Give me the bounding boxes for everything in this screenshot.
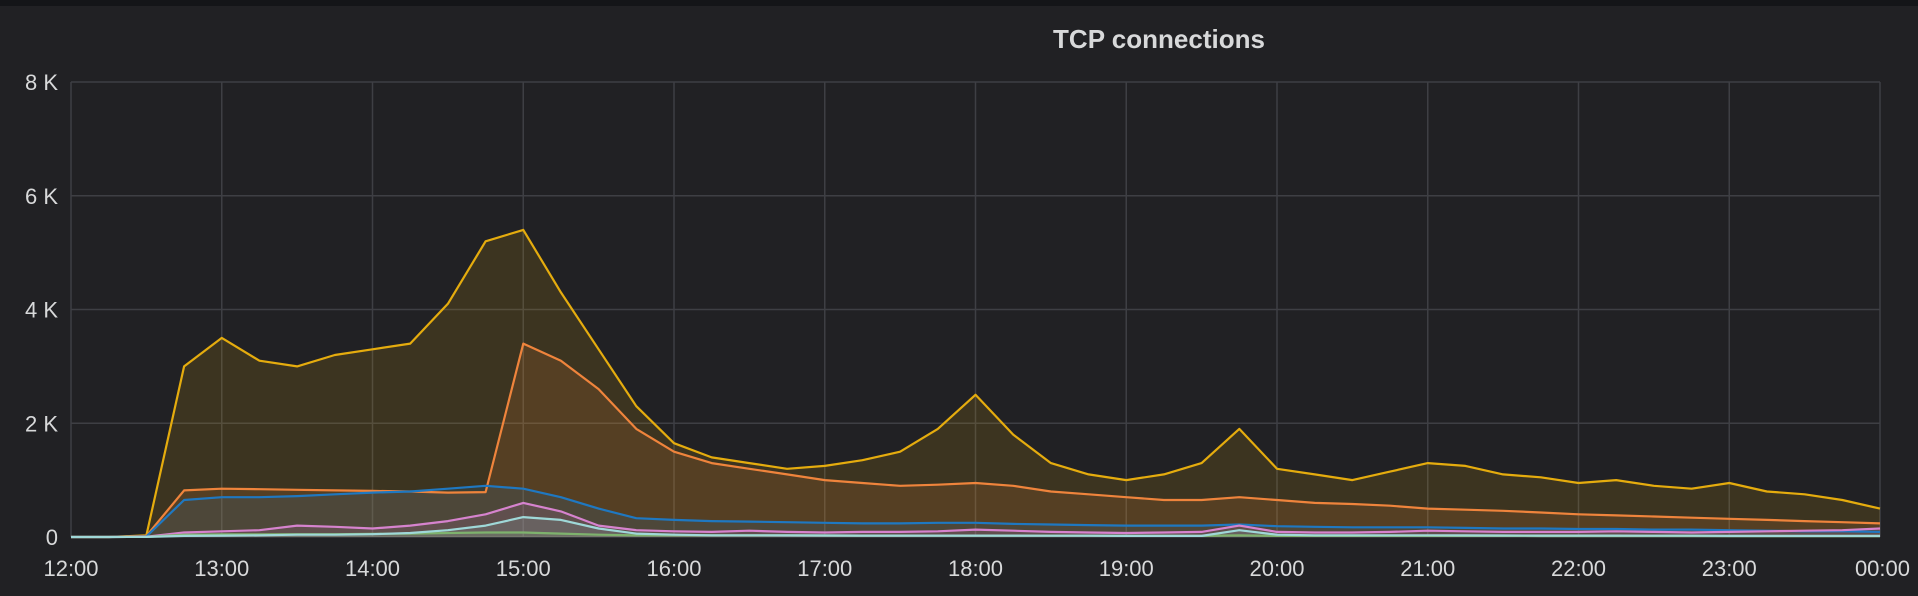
series-area-0 — [71, 229, 1880, 537]
x-tick-label: 14:00 — [345, 556, 400, 581]
series-line-5[interactable] — [71, 515, 1880, 539]
series-line-2[interactable] — [71, 484, 1881, 539]
y-tick-label: 4 K — [25, 298, 58, 323]
y-tick-label: 2 K — [25, 411, 58, 436]
x-tick-label: 22:00 — [1551, 556, 1606, 581]
x-tick-label: 21:00 — [1400, 556, 1455, 581]
series-area-2 — [71, 485, 1880, 537]
y-tick-label: 0 — [46, 525, 58, 550]
x-tick-label: 13:00 — [194, 556, 249, 581]
x-tick-label: 20:00 — [1249, 556, 1304, 581]
x-axis: 12:00 13:00 14:00 15:00 16:00 17:00 18:00 19:00… — [43, 556, 1910, 581]
series-line-0[interactable] — [71, 228, 1881, 539]
x-tick-label: 15:00 — [496, 556, 551, 581]
series-area-3 — [71, 502, 1880, 537]
x-tick-label: 23:00 — [1702, 556, 1757, 581]
y-axis: 0 2 K 4 K 6 K 8 K — [25, 70, 58, 550]
series-line-1[interactable] — [71, 342, 1881, 539]
panel-title[interactable]: TCP connections — [1053, 24, 1265, 54]
x-tick-label: 00:00 — [1855, 556, 1910, 581]
x-tick-label: 12:00 — [43, 556, 98, 581]
y-tick-label: 6 K — [25, 184, 58, 209]
series-lines — [71, 228, 1881, 539]
x-tick-label: 18:00 — [948, 556, 1003, 581]
y-tick-label: 8 K — [25, 70, 58, 95]
series-line-3[interactable] — [71, 501, 1881, 539]
series-area-4 — [71, 532, 1880, 537]
grid — [70, 81, 1881, 538]
x-tick-label: 19:00 — [1099, 556, 1154, 581]
x-tick-label: 17:00 — [797, 556, 852, 581]
x-tick-label: 16:00 — [646, 556, 701, 581]
